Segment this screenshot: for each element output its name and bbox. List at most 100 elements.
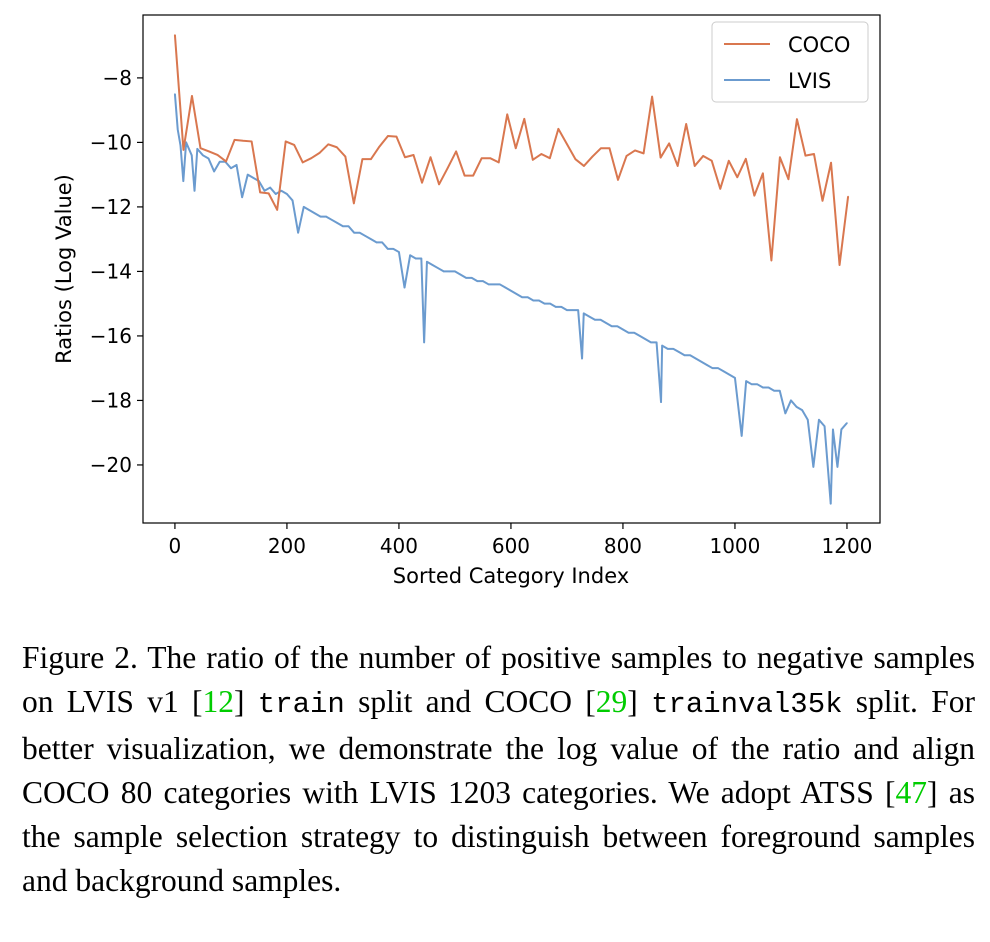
y-tick-label: −16 [90,324,132,348]
coco-point [796,118,798,120]
lvis-point [543,302,546,305]
lvis-point [269,186,271,189]
coco-point [182,149,185,151]
citation-link[interactable]: 12 [202,684,235,719]
coco-point [395,135,398,138]
lvis-point [717,367,719,369]
lvis-point [182,180,185,182]
lvis-point [818,418,820,421]
lvis-point [832,428,834,431]
coco-point [293,144,296,146]
lvis-point [263,189,266,192]
lvis-point [218,160,221,163]
lvis-point [246,173,249,176]
lvis-point [594,319,596,321]
legend-label-lvis: LVIS [788,69,831,93]
series-layer [173,34,850,505]
coco-point [617,179,619,181]
coco-point [540,153,543,155]
x-tick-label: 400 [380,534,418,558]
coco-point [327,143,330,146]
lvis-point [638,335,641,337]
lvis-point [230,167,232,170]
coco-point [446,167,449,170]
lvis-point [302,206,305,208]
coco-point [727,159,730,162]
coco-point [506,113,509,116]
lvis-point [582,312,585,315]
lvis-point [414,257,417,260]
lvis-point [823,425,826,428]
lvis-point [756,383,759,386]
coco-point [821,199,824,202]
coco-point [497,161,500,164]
lvis-point [193,189,196,192]
lvis-point [700,360,703,363]
coco-point [770,259,773,262]
x-tick-label: 0 [169,534,182,558]
lvis-point [778,389,781,392]
code-text: trainval35k [651,688,843,721]
lvis-point [454,270,456,273]
coco-point [847,195,849,198]
coco-point [634,149,636,152]
lvis-point [521,296,523,299]
x-axis-label: Sorted Category Index [393,564,629,588]
lvis-point [442,270,445,273]
lvis-point [554,306,557,308]
lvis-point [386,248,389,250]
lvis-point [661,344,663,347]
coco-point [753,194,756,197]
coco-point [668,142,670,145]
lvis-point [588,315,591,318]
lvis-point [213,170,215,173]
y-tick-label: −8 [103,66,132,90]
coco-point [583,165,585,167]
coco-point [378,145,381,148]
lvis-point [566,309,568,311]
lvis-point [470,277,473,279]
lvis-point [174,93,176,95]
caption-text: ] [627,684,652,719]
lvis-point [750,383,753,386]
coco-point [472,174,474,177]
coco-point [514,147,517,150]
lvis-point [829,502,832,505]
lvis-point [549,302,551,305]
coco-point [480,157,483,160]
lvis-point [622,328,624,331]
lvis-point [202,154,204,157]
x-tick-label: 1200 [822,534,873,558]
coco-point [242,139,244,142]
lvis-point [644,338,647,340]
citation-link[interactable]: 29 [595,684,628,719]
lvis-point [660,401,662,403]
lvis-point [498,283,501,286]
coco-point [557,128,560,130]
lvis-point [353,231,355,234]
coco-point [608,147,611,150]
coco-point [301,161,304,164]
lvis-point [745,380,747,382]
citation-link[interactable]: 47 [895,775,928,810]
lvis-point [846,422,848,424]
lvis-point [581,357,583,360]
lvis-point [577,309,579,311]
coco-point [233,139,236,141]
caption-text: Figure 2. The ratio of the number of pos… [22,640,975,719]
lvis-point [431,264,434,266]
figure-caption: Figure 2. The ratio of the number of pos… [22,636,975,903]
series-line-lvis [173,93,848,505]
lvis-point [190,154,193,157]
lvis-point [291,199,294,202]
lvis-point [235,164,238,166]
coco-point [591,155,594,158]
lvis-point [734,377,736,379]
lvis-point [773,389,775,392]
coco-point [336,146,338,149]
coco-point [830,161,832,164]
lvis-point [252,177,255,179]
coco-point [523,118,526,120]
lvis-point [532,299,535,302]
coco-point [353,202,355,205]
